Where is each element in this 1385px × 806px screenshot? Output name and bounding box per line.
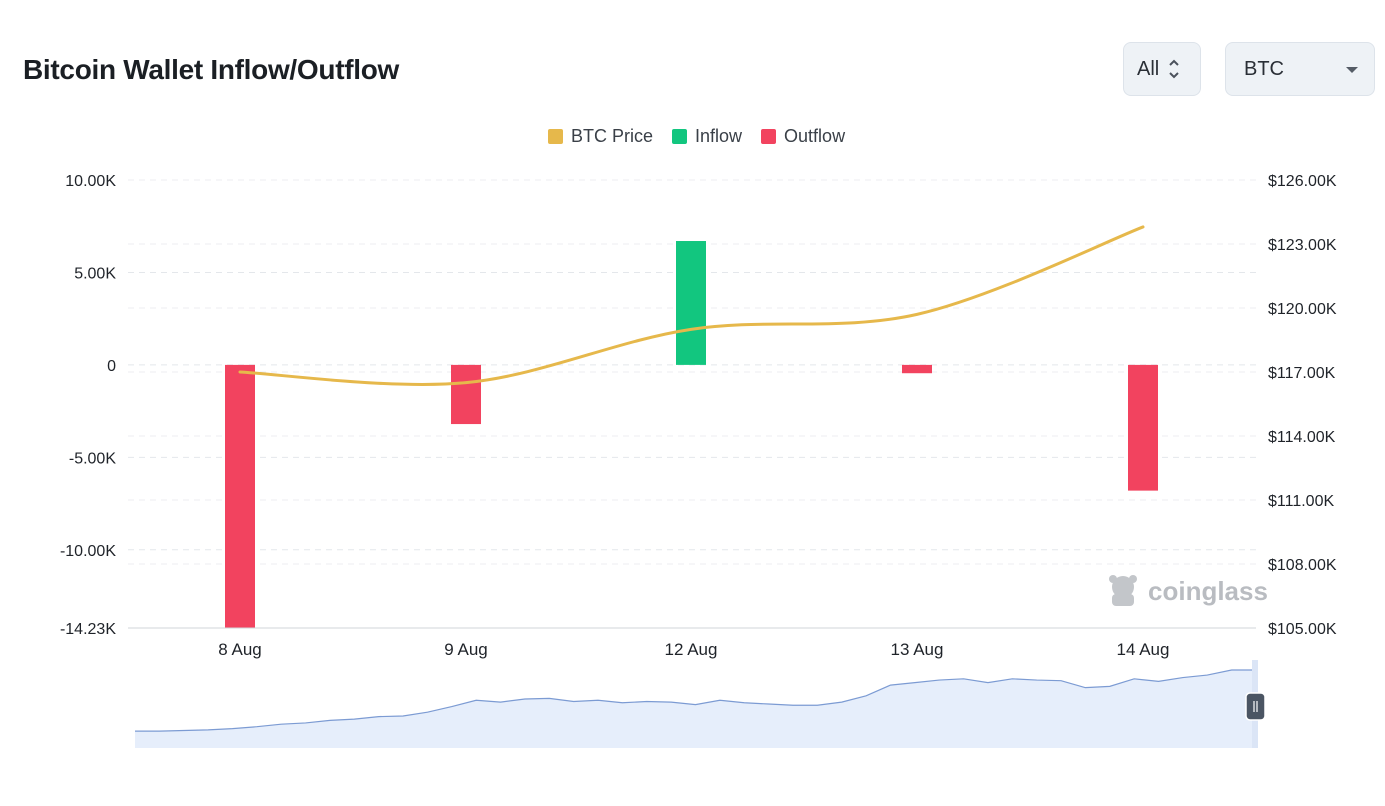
- right-tick-label: $111.00K: [1268, 493, 1334, 510]
- left-tick-label: 0: [107, 358, 116, 375]
- bar-outflow-0[interactable]: [225, 364, 255, 628]
- x-tick-label: 13 Aug: [891, 640, 944, 659]
- chevron-updown-icon: [1168, 58, 1180, 80]
- x-tick-label: 9 Aug: [444, 640, 488, 659]
- bar-outflow-3[interactable]: [902, 364, 932, 374]
- chart-legend: BTC Price Inflow Outflow: [548, 126, 845, 147]
- range-select-value: All: [1137, 57, 1160, 80]
- btc-price-line[interactable]: [238, 225, 1145, 386]
- legend-swatch-outflow: [761, 129, 777, 144]
- right-axis: $126.00K $123.00K $120.00K $117.00K $114.00K…: [1268, 173, 1337, 638]
- bar-outflow-4[interactable]: [1128, 364, 1158, 491]
- watermark: coinglass: [1106, 572, 1268, 610]
- legend-label-btc-price: BTC Price: [571, 126, 654, 146]
- right-tick-label: $108.00K: [1268, 557, 1337, 574]
- watermark-text: coinglass: [1148, 575, 1268, 606]
- legend-swatch-btc-price: [548, 129, 563, 144]
- x-tick-label: 12 Aug: [665, 640, 718, 659]
- left-axis: 10.00K 5.00K 0 -5.00K -10.00K -14.23K: [60, 173, 116, 638]
- range-navigator[interactable]: [135, 660, 1266, 748]
- right-tick-label: $126.00K: [1268, 173, 1337, 190]
- left-tick-label: -14.23K: [60, 621, 116, 638]
- bar-outflow-1[interactable]: [451, 364, 481, 425]
- right-tick-label: $114.00K: [1268, 429, 1336, 446]
- navigator-handle[interactable]: [1245, 692, 1266, 721]
- x-tick-label: 14 Aug: [1117, 640, 1170, 659]
- left-tick-label: -10.00K: [60, 543, 116, 560]
- legend-label-inflow: Inflow: [695, 126, 743, 146]
- left-tick-label: -5.00K: [69, 450, 116, 467]
- bar-inflow-2[interactable]: [676, 241, 706, 365]
- right-tick-label: $120.00K: [1268, 301, 1337, 318]
- right-tick-label: $117.00K: [1268, 365, 1336, 382]
- x-tick-label: 8 Aug: [218, 640, 262, 659]
- asset-select-value: BTC: [1244, 57, 1284, 80]
- bar-series: [225, 241, 1158, 628]
- left-tick-label: 5.00K: [74, 265, 116, 282]
- right-tick-label: $105.00K: [1268, 621, 1337, 638]
- legend-swatch-inflow: [672, 129, 688, 144]
- coinglass-logo-icon: [1109, 575, 1137, 606]
- legend-label-outflow: Outflow: [784, 126, 846, 146]
- legend-item-inflow[interactable]: Inflow: [672, 126, 742, 147]
- caret-down-icon: [1346, 67, 1358, 73]
- navigator-line: [135, 669, 1256, 732]
- right-tick-label: $123.00K: [1268, 237, 1337, 254]
- price-line-series: [238, 225, 1145, 386]
- x-axis: 8 Aug 9 Aug 12 Aug 13 Aug 14 Aug: [128, 627, 1256, 659]
- navigator-area: [135, 670, 1256, 748]
- asset-select[interactable]: BTC: [1225, 42, 1375, 96]
- left-tick-label: 10.00K: [65, 173, 116, 190]
- page-title: Bitcoin Wallet Inflow/Outflow: [23, 54, 399, 85]
- legend-item-outflow[interactable]: Outflow: [761, 126, 845, 147]
- range-select[interactable]: All: [1123, 42, 1201, 96]
- legend-item-btc-price[interactable]: BTC Price: [548, 126, 653, 147]
